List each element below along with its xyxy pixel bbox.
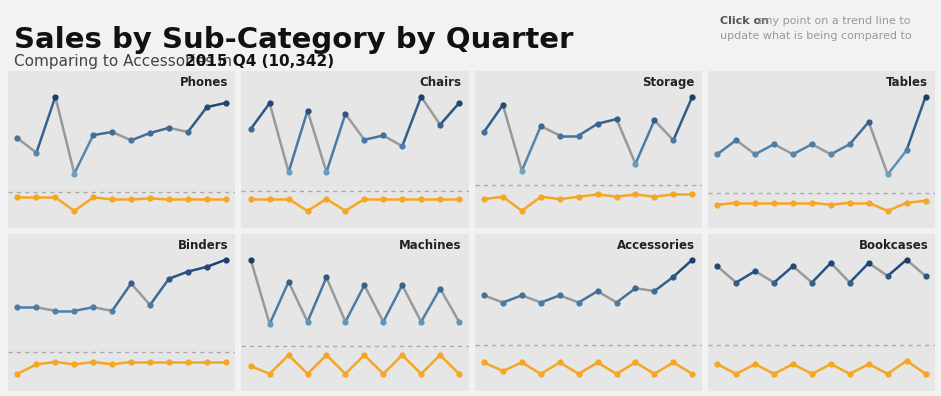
Text: Click on: Click on [720, 16, 769, 26]
Text: Storage: Storage [643, 76, 695, 89]
Text: Machines: Machines [399, 239, 462, 252]
Text: Sales by Sub-Category by Quarter: Sales by Sub-Category by Quarter [14, 26, 573, 54]
Text: Tables: Tables [886, 76, 928, 89]
Text: Comparing to Accessories in: Comparing to Accessories in [14, 54, 237, 69]
Text: Phones: Phones [180, 76, 229, 89]
Text: Bookcases: Bookcases [858, 239, 928, 252]
Text: any point on a trend line to: any point on a trend line to [755, 16, 911, 26]
Text: update what is being compared to: update what is being compared to [720, 31, 912, 41]
Text: Binders: Binders [178, 239, 229, 252]
Text: Accessories: Accessories [617, 239, 695, 252]
Text: Chairs: Chairs [420, 76, 462, 89]
Text: 2015 Q4 (10,342): 2015 Q4 (10,342) [184, 54, 334, 69]
